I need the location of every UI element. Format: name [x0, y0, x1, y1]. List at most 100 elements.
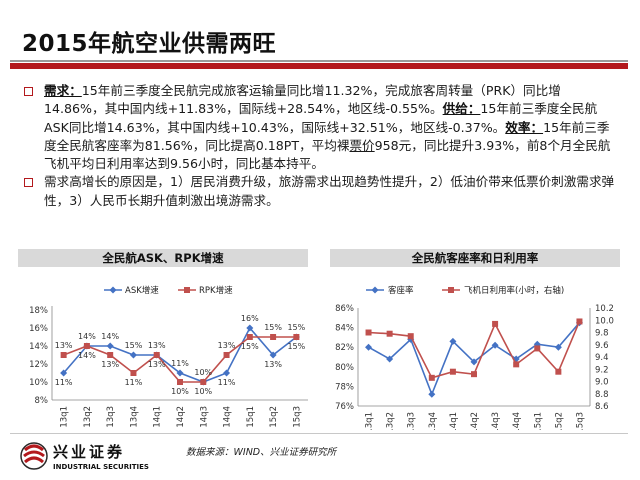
y-tick-label: 12% [29, 360, 48, 370]
x-tick-label: 14q3 [199, 406, 209, 428]
data-label: 13% [101, 360, 119, 369]
data-point [428, 374, 435, 381]
x-tick-label: 14q2 [470, 412, 480, 430]
supply-text: 15年前三季度全民航ASK同比增14.63%，其中国内线+10.43%，国际线+… [44, 101, 598, 135]
legend-label: 客座率 [388, 285, 414, 296]
x-tick-label: 13q1 [60, 406, 70, 428]
y-right-tick-label: 9.4 [595, 353, 609, 363]
data-point [365, 329, 372, 336]
data-point [177, 379, 183, 385]
data-source-note: 数据来源：WIND、兴业证券研究所 [186, 447, 337, 458]
data-point [386, 330, 393, 337]
x-tick-label: 15q2 [554, 412, 564, 430]
x-tick-label: 15q3 [292, 406, 302, 428]
data-point [407, 333, 414, 340]
x-tick-label: 14q1 [449, 412, 459, 430]
bullet-item-2: 需求高增长的原因是，1）居民消费升级，旅游需求出现趋势性提升，2）低油价带来低票… [22, 173, 620, 210]
data-label: 10% [171, 387, 189, 396]
legend-marker [448, 287, 454, 293]
data-label: 15% [264, 323, 282, 332]
legend-label: RPK增速 [199, 285, 233, 296]
data-point [555, 368, 562, 375]
bullet-list: 需求：15年前三季度全民航完成旅客运输量同比增11.32%，完成旅客周转量（PR… [22, 82, 620, 210]
chart-load-factor-utilization: 76% 78% 80% 82% 84% 86% 8.6 8.8 9.0 9.2 9.4 9.6 9.8 1… [335, 285, 614, 430]
x-tick-label: 14q1 [153, 406, 163, 428]
data-point [153, 352, 160, 358]
data-label: 11% [171, 359, 189, 368]
data-point [200, 379, 207, 385]
x-tick-label: 15q2 [269, 406, 279, 428]
y-right-tick-label: 8.6 [595, 402, 609, 412]
data-label: 15% [287, 323, 305, 332]
data-point [83, 343, 90, 349]
x-tick-label: 13q3 [106, 406, 116, 428]
y-left-tick-label: 80% [335, 363, 354, 373]
x-tick-label: 14q4 [223, 406, 233, 428]
x-tick-label: 13q2 [386, 412, 396, 430]
x-tick-label: 15q3 [575, 412, 585, 430]
y-right-tick-label: 9.8 [595, 329, 609, 339]
y-tick-label: 10% [29, 378, 48, 388]
data-point [106, 342, 114, 350]
y-left-tick-label: 76% [335, 402, 354, 412]
bullet-item-1: 需求：15年前三季度全民航完成旅客运输量同比增11.32%，完成旅客周转量（PR… [22, 82, 620, 173]
efficiency-text-underlined: 票价 [349, 137, 375, 153]
company-logo: 兴业证券 INDUSTRIAL SECURITIES [20, 442, 149, 471]
legend-label: ASK增速 [125, 285, 159, 296]
title-divider-gray [10, 60, 628, 62]
data-point [428, 390, 436, 398]
legend-marker [109, 286, 117, 294]
data-label: 13% [55, 341, 73, 350]
data-point [223, 352, 230, 358]
data-point [246, 334, 253, 340]
chart-ask-rpk-growth: 8% 10% 12% 14% 16% 18% 13q1 13q2 13q3 13q4 14q1 14q… [29, 285, 308, 428]
y-tick-label: 14% [29, 342, 48, 352]
data-label: 14% [78, 332, 96, 341]
reason-text: 需求高增长的原因是，1）居民消费升级，旅游需求出现趋势性提升，2）低油价带来低票… [44, 174, 615, 208]
data-point [269, 351, 277, 359]
y-tick-label: 8% [35, 396, 49, 406]
x-tick-label: 13q4 [129, 406, 139, 428]
keyword-efficiency: 效率： [505, 119, 544, 135]
bullet-square-icon [24, 178, 33, 188]
data-point [107, 352, 114, 358]
data-label: 15% [125, 341, 143, 350]
data-label: 10% [194, 368, 212, 377]
data-point [60, 352, 67, 358]
data-point [386, 355, 394, 363]
data-point [246, 324, 254, 332]
chart2-title: 全民航客座率和日利用率 [330, 249, 620, 267]
data-point [176, 369, 184, 377]
x-tick-label: 14q2 [176, 406, 186, 428]
data-label: 15% [241, 342, 259, 351]
y-right-tick-label: 8.8 [595, 390, 609, 400]
data-label: 11% [55, 378, 73, 387]
data-point [449, 337, 457, 345]
keyword-demand: 需求： [44, 83, 82, 98]
logo-emblem-icon [20, 442, 48, 470]
data-point [129, 351, 137, 359]
y-right-tick-label: 9.2 [595, 365, 609, 375]
logo-name-cn: 兴业证券 [53, 443, 125, 461]
y-left-tick-label: 78% [335, 382, 354, 392]
y-right-tick-label: 10.2 [595, 304, 614, 314]
title-divider-red [10, 63, 628, 69]
data-point [449, 368, 456, 375]
x-tick-label: 15q1 [533, 412, 543, 430]
x-tick-label: 13q3 [407, 412, 417, 430]
data-point [492, 320, 499, 327]
slide-title: 2015年航空业供需两旺 [22, 31, 277, 57]
data-label: 14% [101, 332, 119, 341]
legend-marker [371, 286, 379, 294]
data-point [471, 371, 477, 378]
x-tick-label: 13q4 [428, 412, 438, 430]
data-label: 13% [218, 341, 236, 350]
data-label: 15% [287, 342, 305, 351]
data-point [130, 370, 137, 376]
x-tick-label: 15q1 [246, 406, 256, 428]
data-point [534, 345, 541, 352]
y-right-tick-label: 10.0 [595, 316, 614, 326]
data-label: 16% [241, 314, 259, 323]
efficiency-text-b: 958元，同比提升3.93%，前8个月全民航飞机平均日利用率达到9.56小时，同… [44, 137, 611, 172]
data-label: 10% [194, 387, 212, 396]
